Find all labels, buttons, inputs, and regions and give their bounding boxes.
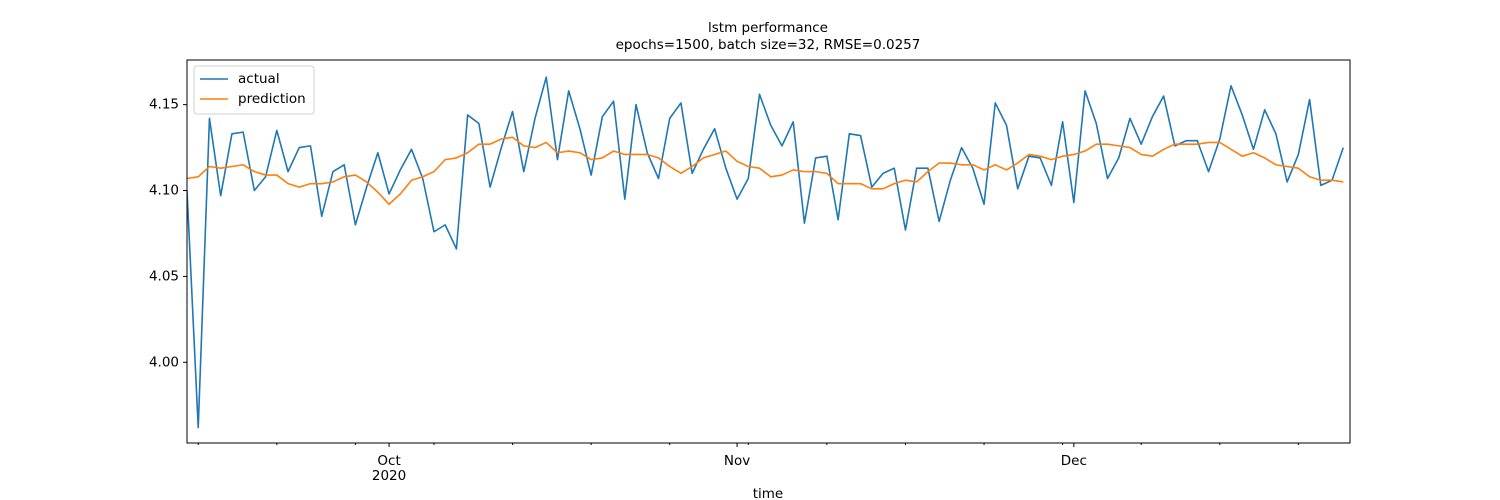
y-tick-label: 4.15 [149,97,179,113]
data-line [187,136,1344,206]
plot-frame [186,59,1351,444]
x-tick-label: Oct 2020 [372,453,406,484]
legend: actual prediction [193,65,315,115]
chart-title: lstm performance [708,20,828,36]
data-line [187,76,1345,429]
chart-subtitle: epochs=1500, batch size=32, RMSE=0.0257 [616,37,921,53]
y-tick-label: 4.05 [149,268,179,284]
y-tick-label: 4.10 [149,183,179,199]
legend-box [193,65,315,115]
y-tick-label: 4.00 [149,354,179,370]
legend-label: prediction [238,91,306,107]
legend-label: actual [238,71,280,87]
x-axis-label: time [753,486,784,500]
x-tick-label: Dec [1061,453,1087,469]
x-tick-label: Nov [724,453,750,469]
